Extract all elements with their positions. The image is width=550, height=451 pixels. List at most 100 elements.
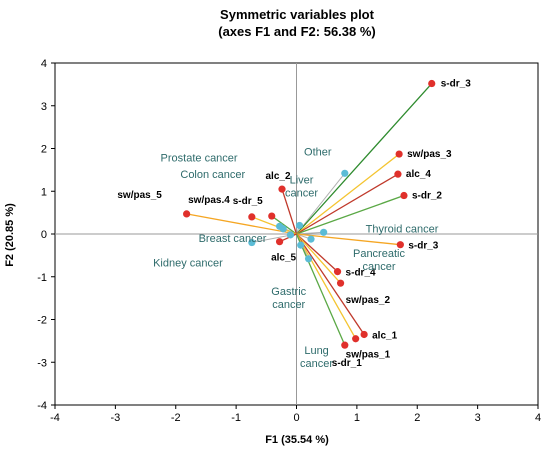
- exposure-point: [275, 238, 284, 246]
- point-labels: s-dr_3 sw/pas_3 alc_4 s-dr_2 s-dr_3 s-dr_4 sw/…: [117, 79, 471, 370]
- exposure-label: sw/pas_1: [346, 350, 391, 361]
- cancer-label: Liver cancer: [285, 174, 318, 199]
- exposure-vector: [251, 216, 297, 235]
- cancer-vector: [296, 172, 346, 235]
- y-tick-label: -3: [37, 357, 47, 369]
- exposure-vector: [296, 153, 400, 235]
- cancer-label-line: Gastric: [271, 286, 306, 298]
- exposure-label: alc_1: [372, 330, 397, 341]
- exposure-vector: [186, 213, 297, 235]
- cancer-label-line: cancer: [300, 358, 333, 370]
- exposure-point: [333, 268, 342, 276]
- x-tick-label: -2: [171, 412, 181, 424]
- cancer-label-line: Liver: [290, 174, 314, 186]
- chart-title: Symmetric variables plot: [220, 7, 375, 22]
- axes: -4 -3 -2 -1 0 1 2 3 4 -4 -3 -2 -1 0 1 2 3 4: [37, 58, 541, 424]
- exposure-vector: [296, 233, 338, 273]
- exposure-label: s-dr_2: [412, 191, 442, 202]
- y-tick-label: 3: [41, 101, 47, 113]
- exposure-point: [336, 279, 345, 287]
- exposure-label: alc_5: [271, 253, 296, 264]
- exposure-point: [268, 212, 276, 220]
- cancer-point: [297, 241, 305, 249]
- cancer-point: [295, 221, 304, 230]
- cancer-label: Gastric cancer: [271, 286, 306, 311]
- vectors: [186, 83, 433, 346]
- chart-subtitle: (axes F1 and F2: 56.38 %): [218, 24, 376, 39]
- cancer-label-line: cancer: [362, 261, 395, 273]
- exposure-label: sw/pas_3: [407, 149, 452, 160]
- exposure-point: [360, 330, 368, 339]
- exposure-vector: [281, 188, 298, 235]
- cancer-label: Lung cancer: [300, 345, 333, 370]
- exposure-label: sw/pas.4: [188, 195, 230, 206]
- cancer-point: [307, 235, 315, 243]
- cancer-label: Breast cancer: [199, 233, 267, 245]
- x-tick-label: 0: [293, 412, 299, 424]
- exposure-label: s-dr_1: [332, 358, 362, 369]
- exposure-vector: [296, 194, 405, 235]
- exposure-label: alc_2: [265, 171, 290, 182]
- exposure-point: [183, 210, 191, 218]
- cancer-label-line: cancer: [285, 187, 318, 199]
- y-axis-label: F2 (20.85 %): [4, 203, 16, 267]
- y-tick-label: 0: [41, 229, 47, 241]
- cancer-point: [341, 169, 349, 177]
- exposure-vector: [296, 233, 401, 246]
- exposure-point: [352, 335, 360, 343]
- exposure-vector: [295, 233, 357, 340]
- x-tick-label: 3: [475, 412, 481, 424]
- x-tick-label: 4: [535, 412, 541, 424]
- points: [183, 79, 436, 349]
- exposure-label: alc_4: [406, 169, 431, 180]
- x-tick-label: -1: [231, 412, 241, 424]
- exposure-label: s-dr_4: [346, 268, 376, 279]
- exposure-point: [278, 185, 286, 193]
- exposure-vector: [296, 83, 433, 235]
- cancer-vector: [296, 231, 324, 235]
- cancer-label: Other: [304, 146, 332, 158]
- exposure-point: [341, 341, 349, 349]
- exposure-point: [400, 191, 408, 200]
- exposure-label: s-dr_3: [408, 241, 438, 252]
- cancer-point: [304, 255, 313, 263]
- exposure-point: [395, 150, 403, 158]
- y-tick-label: 1: [41, 186, 47, 198]
- cancer-point: [320, 228, 328, 236]
- x-tick-label: -4: [50, 412, 60, 424]
- exposure-point: [428, 79, 436, 88]
- exposure-vector: [296, 173, 399, 235]
- exposure-vector: [271, 215, 297, 235]
- x-axis-label: F1 (35.54 %): [265, 434, 329, 446]
- cancer-label: Pancreatic cancer: [353, 248, 405, 273]
- exposure-label: sw/pas_5: [117, 190, 162, 201]
- cancer-point: [286, 231, 295, 239]
- cancer-label: Colon cancer: [180, 169, 245, 181]
- x-tick-label: 2: [414, 412, 420, 424]
- cancer-point: [248, 238, 256, 247]
- cancer-point: [279, 225, 287, 233]
- cancer-label-line: cancer: [272, 299, 305, 311]
- y-tick-label: 4: [41, 58, 47, 70]
- cancer-label: Prostate cancer: [161, 152, 238, 164]
- exposure-point: [394, 170, 402, 178]
- exposure-label: s-dr_5: [233, 196, 263, 207]
- exposure-point: [396, 241, 404, 249]
- x-tick-label: 1: [354, 412, 360, 424]
- cancer-label: Kidney cancer: [153, 258, 223, 270]
- exposure-vector: [295, 233, 365, 335]
- exposure-point: [248, 213, 256, 221]
- x-tick-label: -3: [110, 412, 120, 424]
- exposure-label: sw/pas_2: [346, 295, 391, 306]
- exposure-vector: [296, 233, 342, 284]
- y-tick-label: -1: [37, 272, 47, 284]
- y-tick-label: -4: [37, 400, 47, 412]
- y-tick-label: -2: [37, 315, 47, 327]
- cancer-label-line: Lung: [304, 345, 328, 357]
- y-tick-label: 2: [41, 144, 47, 156]
- exposure-vector: [295, 233, 346, 346]
- exposure-label: s-dr_3: [441, 79, 471, 90]
- cancer-label-line: Pancreatic: [353, 248, 405, 260]
- cancer-label: Thyroid cancer: [366, 223, 439, 235]
